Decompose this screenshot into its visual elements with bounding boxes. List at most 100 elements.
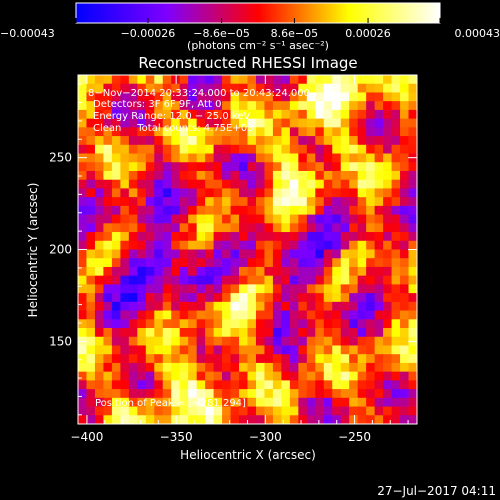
heatmap-cell (103, 153, 113, 163)
heatmap-cell (213, 205, 223, 216)
heatmap-cell (128, 232, 138, 242)
heatmap-cell (103, 301, 113, 312)
heatmap-cell (111, 293, 121, 303)
heatmap-cell (188, 179, 198, 190)
heatmap-cell (247, 153, 257, 163)
heatmap-cell (137, 328, 147, 338)
heatmap-cell (239, 336, 249, 347)
heatmap-cell (103, 371, 113, 381)
heatmap-cell (120, 371, 130, 381)
colorbar-tick-label: 0.00043 (455, 27, 500, 40)
x-tick-label: −300 (249, 430, 282, 444)
heatmap-cell (323, 101, 333, 111)
heatmap-cell (400, 144, 410, 155)
heatmap-cell (86, 336, 96, 347)
heatmap-cell (86, 101, 96, 111)
colorbar-tick-label: 8.6e−05 (271, 27, 318, 40)
heatmap-cell (306, 170, 316, 181)
heatmap-cell (162, 92, 172, 102)
heatmap-cell (120, 214, 130, 224)
heatmap-cell (281, 92, 291, 102)
heatmap-cell (196, 214, 206, 224)
heatmap-cell (239, 162, 249, 172)
heatmap-cell (230, 205, 240, 216)
heatmap-cell (111, 188, 121, 198)
heatmap-cell (222, 362, 232, 373)
heatmap-cell (374, 371, 384, 381)
heatmap-cell (383, 293, 393, 303)
heatmap-cell (349, 328, 359, 338)
heatmap-cell (306, 345, 316, 355)
heatmap-cell (247, 310, 257, 320)
heatmap-cell (391, 310, 401, 320)
heatmap-cell (315, 162, 325, 172)
heatmap-cell (357, 293, 367, 303)
heatmap-cell (154, 249, 164, 259)
heatmap-cell (162, 371, 172, 381)
heatmap-cell (145, 179, 155, 190)
heatmap-cell (400, 345, 410, 355)
heatmap-cell (213, 153, 223, 163)
heatmap-cell (264, 258, 274, 268)
heatmap-cell (86, 232, 96, 242)
heatmap-cell (391, 336, 401, 347)
heatmap-cell (264, 284, 274, 294)
heatmap-cell (230, 354, 240, 364)
heatmap-cell (154, 336, 164, 347)
heatmap-cell (179, 240, 189, 251)
heatmap-cell (111, 336, 121, 347)
heatmap-cell (323, 258, 333, 268)
heatmap-cell (205, 214, 215, 224)
heatmap-cell (332, 83, 342, 94)
heatmap-cell (171, 153, 181, 163)
heatmap-cell (323, 197, 333, 207)
heatmap-cell (78, 345, 88, 355)
heatmap-cell (162, 101, 172, 111)
heatmap-cell (162, 415, 172, 424)
heatmap-cell (213, 293, 223, 303)
heatmap-cell (179, 371, 189, 381)
heatmap-cell (239, 389, 249, 399)
heatmap-cell (188, 144, 198, 155)
heatmap-cell (400, 258, 410, 268)
heatmap-cell (78, 179, 88, 190)
heatmap-cell (349, 232, 359, 242)
heatmap-cell (86, 205, 96, 216)
heatmap-cell (255, 266, 266, 277)
heatmap-cell (281, 301, 291, 312)
heatmap-cell (408, 319, 417, 329)
heatmap-cell (145, 258, 155, 268)
heatmap-cell (111, 415, 121, 424)
heatmap-cell (391, 101, 401, 111)
heatmap-cell (213, 319, 223, 329)
heatmap-cell (264, 249, 274, 259)
heatmap-cell (391, 232, 401, 242)
heatmap-cell (374, 389, 384, 399)
heatmap-cell (111, 389, 121, 399)
heatmap-cell (196, 380, 206, 390)
heatmap-cell (171, 258, 181, 268)
heatmap-cell (94, 275, 105, 285)
heatmap-cell (272, 92, 282, 102)
heatmap-cell (213, 118, 223, 128)
heatmap-cell (306, 406, 316, 416)
heatmap-cell (366, 406, 376, 416)
heatmap-cell (188, 406, 198, 416)
heatmap-cell (145, 284, 155, 294)
heatmap-cell (247, 293, 257, 303)
heatmap-cell (383, 310, 393, 320)
heatmap-cell (357, 162, 367, 172)
heatmap-cell (332, 223, 342, 233)
heatmap-cell (306, 249, 316, 259)
heatmap-cell (111, 258, 121, 268)
heatmap-cell (171, 362, 181, 373)
heatmap-cell (86, 389, 96, 399)
heatmap-cell (94, 214, 105, 224)
heatmap-cell (205, 144, 215, 155)
heatmap-cell (196, 179, 206, 190)
heatmap-cell (137, 354, 147, 364)
heatmap-cell (94, 153, 105, 163)
heatmap-cell (103, 205, 113, 216)
heatmap-cell (86, 275, 96, 285)
